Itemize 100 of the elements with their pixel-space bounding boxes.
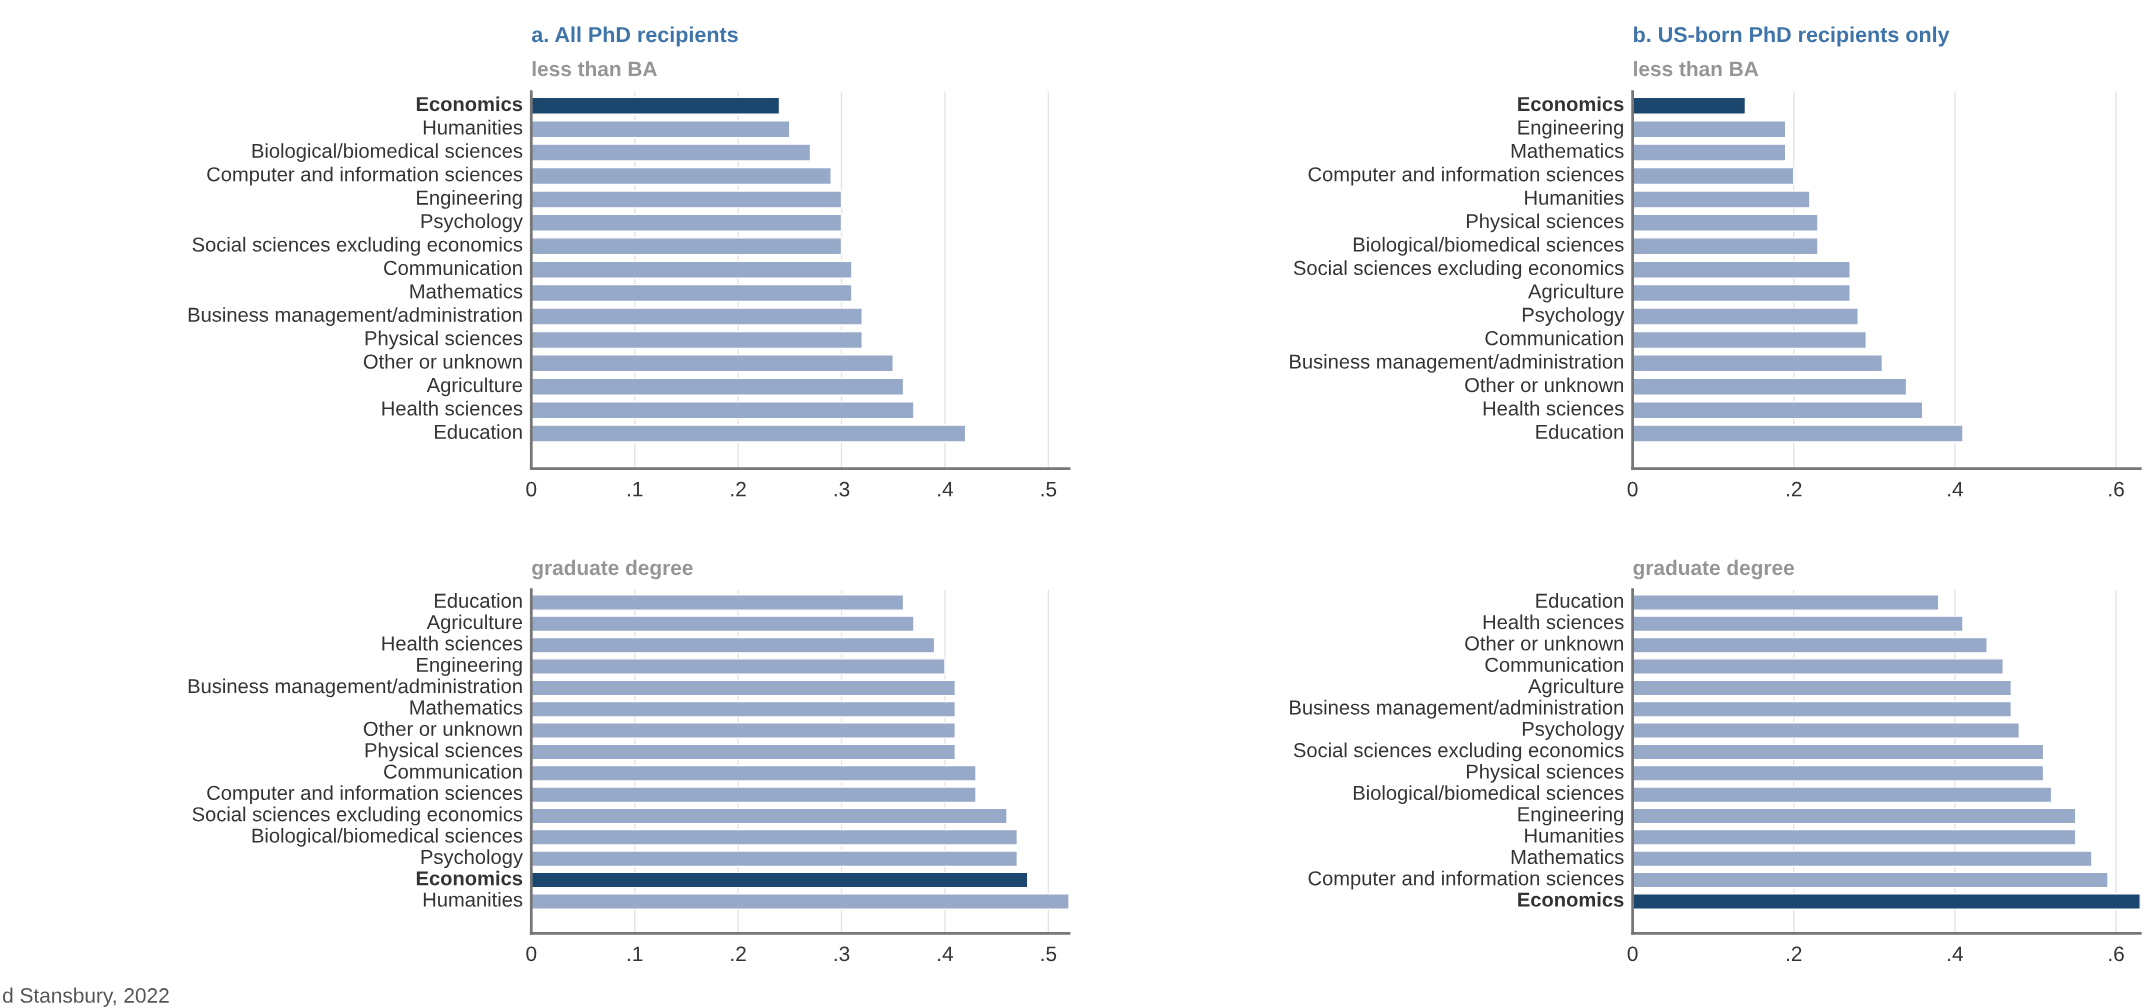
bar: [531, 213, 843, 232]
bar: [1632, 807, 2077, 825]
bar: [1632, 166, 1795, 186]
x-tick-label: .2: [731, 946, 746, 962]
y-tick-label: Computer and information sciences: [1308, 870, 1624, 890]
y-tick-label: Education: [1536, 424, 1623, 439]
bar: [1632, 330, 1867, 350]
bar: [1632, 594, 1940, 611]
bar: [1632, 722, 2021, 739]
y-tick-label: Education: [1536, 593, 1623, 608]
bar: [1632, 96, 1747, 115]
chart-subtitle: less than BA: [532, 61, 657, 77]
chart-title: a. All PhD recipients: [531, 26, 738, 47]
chart-title: b. US-born PhD recipients only: [1634, 26, 1950, 47]
bar: [531, 893, 1070, 910]
bar: [531, 722, 956, 739]
y-tick-label: Humanities: [423, 892, 523, 907]
bar: [531, 828, 1019, 846]
y-tick-label: Business management/administration: [188, 678, 522, 698]
bar: [531, 143, 812, 162]
y-tick-label: Psychology: [1522, 307, 1625, 326]
bar: [1632, 424, 1964, 443]
y-tick-label: Physical sciences: [365, 742, 523, 762]
x-tick-label: .4: [938, 946, 954, 962]
bar: [531, 807, 1008, 825]
bar: [1632, 871, 2109, 889]
bar: [531, 679, 956, 697]
x-tick-label: .2: [1786, 481, 1802, 497]
y-tick-label: Economics: [1518, 892, 1624, 907]
bar: [531, 260, 853, 279]
bar: [531, 700, 956, 718]
bar: [531, 237, 843, 256]
x-tick-label: 0: [526, 481, 537, 497]
y-tick-label: Social sciences excluding economics: [192, 806, 523, 826]
bar: [1632, 237, 1819, 256]
y-tick-label: Mathematics: [410, 699, 523, 715]
y-tick-label: Health sciences: [1483, 400, 1624, 416]
y-tick-label: Computer and information sciences: [207, 166, 523, 186]
bar: [531, 307, 863, 326]
y-tick-label: Business management/administration: [188, 307, 522, 326]
y-tick-label: Engineering: [417, 190, 522, 209]
bar: [531, 786, 977, 804]
x-tick-label: .1: [627, 481, 643, 497]
x-tick-label: .4: [938, 481, 954, 497]
y-tick-label: Mathematics: [1511, 849, 1624, 865]
bar: [1632, 636, 1988, 654]
x-tick-label: .5: [1041, 481, 1057, 497]
y-tick-label: Health sciences: [382, 635, 523, 651]
x-tick-label: .4: [1948, 481, 1963, 497]
y-tick-label: Psychology: [421, 213, 523, 233]
y-tick-label: Biological/biomedical sciences: [1353, 236, 1624, 256]
y-tick-label: Physical sciences: [365, 330, 523, 350]
y-tick-label: Education: [435, 593, 522, 608]
bar: [1632, 401, 1924, 420]
y-tick-label: Communication: [384, 260, 522, 276]
y-tick-label: Economics: [416, 870, 523, 886]
y-tick-label: Humanities: [423, 119, 523, 135]
y-tick-label: Agriculture: [426, 377, 523, 397]
y-tick-label: Communication: [1485, 657, 1623, 672]
bar: [1632, 143, 1787, 162]
chart-subtitle: graduate degree: [1633, 559, 1794, 580]
y-tick-label: Other or unknown: [1465, 377, 1623, 393]
bar: [1632, 354, 1884, 373]
y-tick-label: Physical sciences: [1466, 213, 1624, 233]
x-tick-label: 0: [1627, 946, 1638, 962]
y-tick-label: Business management/administration: [1290, 699, 1623, 719]
y-tick-label: Agriculture: [1528, 678, 1624, 698]
y-tick-label: Engineering: [417, 657, 522, 676]
y-tick-label: Engineering: [1518, 806, 1623, 826]
bar: [531, 658, 946, 675]
y-tick-label: Computer and information sciences: [1308, 166, 1624, 186]
y-tick-label: Business management/administration: [1290, 353, 1623, 373]
bar: [531, 330, 863, 350]
bar: [1632, 377, 1908, 396]
bar: [531, 190, 843, 209]
y-tick-label: Biological/biomedical sciences: [252, 827, 523, 847]
bar: [1632, 679, 2013, 697]
bar: [531, 283, 853, 303]
x-tick-label: .5: [1041, 946, 1057, 962]
bar: [531, 401, 915, 420]
bar: [1632, 213, 1819, 232]
y-tick-label: Social sciences excluding economics: [1293, 742, 1624, 762]
text: d Stansbury, 2022: [3, 987, 169, 1007]
y-tick-label: Other or unknown: [363, 721, 522, 736]
y-tick-label: Agriculture: [1528, 283, 1624, 303]
x-tick-label: .6: [2109, 481, 2124, 497]
bar: [1632, 658, 2004, 675]
bar: [1632, 307, 1859, 326]
bar: [1632, 615, 1964, 633]
y-tick-label: Agriculture: [426, 614, 523, 634]
x-tick-label: 0: [526, 946, 537, 962]
y-tick-label: Other or unknown: [363, 353, 522, 369]
bar: [531, 354, 894, 373]
bar: [531, 764, 977, 782]
bar: [531, 424, 967, 443]
x-tick-label: .1: [627, 946, 643, 962]
y-tick-label: Computer and information sciences: [207, 785, 523, 805]
y-tick-label: Mathematics: [410, 283, 523, 299]
chart-subtitle: less than BA: [1634, 61, 1759, 77]
y-tick-label: Psychology: [1522, 721, 1625, 740]
